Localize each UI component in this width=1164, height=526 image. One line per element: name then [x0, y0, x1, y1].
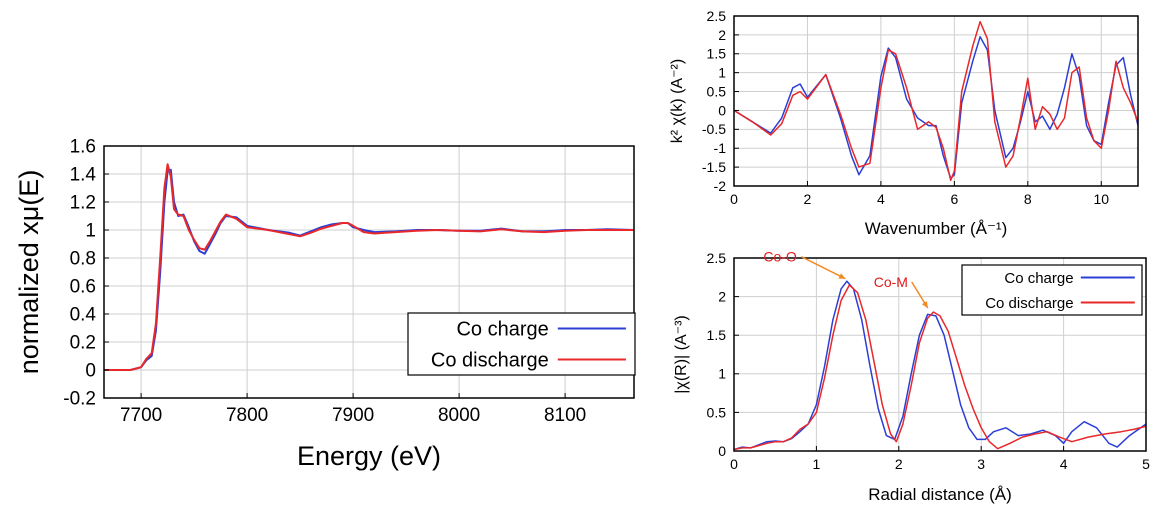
- exafs-k-chart: 0 2 4 6 8 10 -2 -1.5 -1 -0.5 0 0.5 1 1.5 2 2.5 Wavenumbe…: [669, 8, 1139, 238]
- series-line-discharge: [104, 163, 634, 371]
- series-line-discharge: [733, 284, 1147, 451]
- x-tick-label: 8000: [438, 405, 480, 426]
- x-tick-label: 5: [1142, 456, 1150, 472]
- y-tick-label: 1.6: [70, 137, 96, 158]
- y-tick-label: 1: [718, 366, 726, 382]
- y-tick-label: 0.2: [70, 333, 96, 354]
- x-tick-label: 8100: [544, 405, 586, 426]
- y-tick-label: -0.2: [63, 389, 96, 410]
- legend-box: [407, 312, 636, 376]
- x-tick-label: 4: [1060, 456, 1068, 472]
- annotation-label: Co-O: [763, 249, 797, 265]
- x-tick-label: 2: [895, 456, 903, 472]
- plot-frame: [733, 15, 1139, 187]
- x-tick-label: 0: [730, 456, 738, 472]
- legend: Co charge Co discharge: [407, 312, 636, 376]
- y-tick-label: -1: [714, 140, 727, 156]
- x-tick-label: 3: [977, 456, 985, 472]
- y-tick-label: 0.6: [70, 277, 96, 298]
- y-tick-label: 1.5: [707, 327, 727, 343]
- legend-label: Co charge: [1004, 270, 1073, 287]
- legend: Co charge Co discharge: [961, 264, 1143, 316]
- legend-label: Co charge: [456, 319, 548, 341]
- x-tick-label: 7900: [332, 405, 374, 426]
- y-tick-label: 1.4: [70, 165, 97, 186]
- y-tick-label: 2: [718, 27, 726, 43]
- x-tick-label: 1: [813, 456, 821, 472]
- plot-frame: [103, 145, 635, 399]
- x-tick-label: 6: [950, 191, 958, 207]
- y-axis-label: normalized xμ(E): [14, 170, 44, 375]
- x-axis-label: Radial distance (Å): [868, 485, 1012, 504]
- y-tick-label: 1: [85, 221, 96, 242]
- legend-label: Co discharge: [985, 295, 1073, 312]
- plot-frame: [733, 257, 1147, 452]
- legend-label: Co discharge: [431, 350, 549, 372]
- series-line-charge: [733, 36, 1139, 180]
- y-tick-label: -0.5: [702, 121, 726, 137]
- y-axis-label: k² χ(k) (A⁻²): [669, 59, 686, 143]
- y-tick-label: 2.5: [707, 250, 727, 266]
- y-tick-label: 2: [718, 289, 726, 305]
- annotation-arrow: [801, 256, 846, 280]
- annotation-arrowhead: [921, 301, 928, 309]
- series-line-discharge: [733, 20, 1139, 182]
- annotation-arrowhead: [838, 273, 846, 279]
- x-tick-label: 10: [1093, 191, 1109, 207]
- x-tick-label: 8: [1024, 191, 1032, 207]
- y-tick-label: 0.5: [707, 404, 727, 420]
- x-tick-label: 0: [730, 191, 738, 207]
- x-tick-label: 4: [877, 191, 885, 207]
- y-tick-label: 1.2: [70, 193, 96, 214]
- y-tick-label: -1.5: [702, 159, 726, 175]
- y-tick-label: 1.5: [707, 46, 727, 62]
- x-axis-label: Wavenumber (Å⁻¹): [865, 219, 1007, 238]
- xanes-chart: 7700 7800 7900 8000 8100 -0.2 0 0.2 0.4 0.6 0.8 1 1.…: [14, 137, 636, 471]
- y-tick-label: 1: [718, 65, 726, 81]
- y-tick-label: 2.5: [707, 8, 727, 24]
- x-axis-label: Energy (eV): [297, 441, 441, 471]
- y-tick-label: 0: [718, 102, 726, 118]
- y-tick-label: -2: [714, 178, 727, 194]
- exafs-r-chart: 0 1 2 3 4 5 0 0.5 1 1.5 2 2.5 Radial distance (Å) |χ(…: [673, 249, 1150, 504]
- y-tick-label: 0: [718, 443, 726, 459]
- annotation-label: Co-M: [874, 274, 908, 290]
- x-tick-label: 7700: [120, 405, 162, 426]
- y-tick-label: 0: [85, 361, 96, 382]
- y-tick-label: 0.4: [70, 305, 97, 326]
- y-axis-label: |χ(R)| (A⁻³): [673, 315, 690, 393]
- legend-box: [961, 264, 1143, 316]
- x-tick-label: 2: [804, 191, 812, 207]
- y-tick-label: 0.5: [707, 83, 727, 99]
- series-line-charge: [733, 280, 1147, 451]
- y-tick-label: 0.8: [70, 249, 96, 270]
- x-tick-label: 7800: [226, 405, 268, 426]
